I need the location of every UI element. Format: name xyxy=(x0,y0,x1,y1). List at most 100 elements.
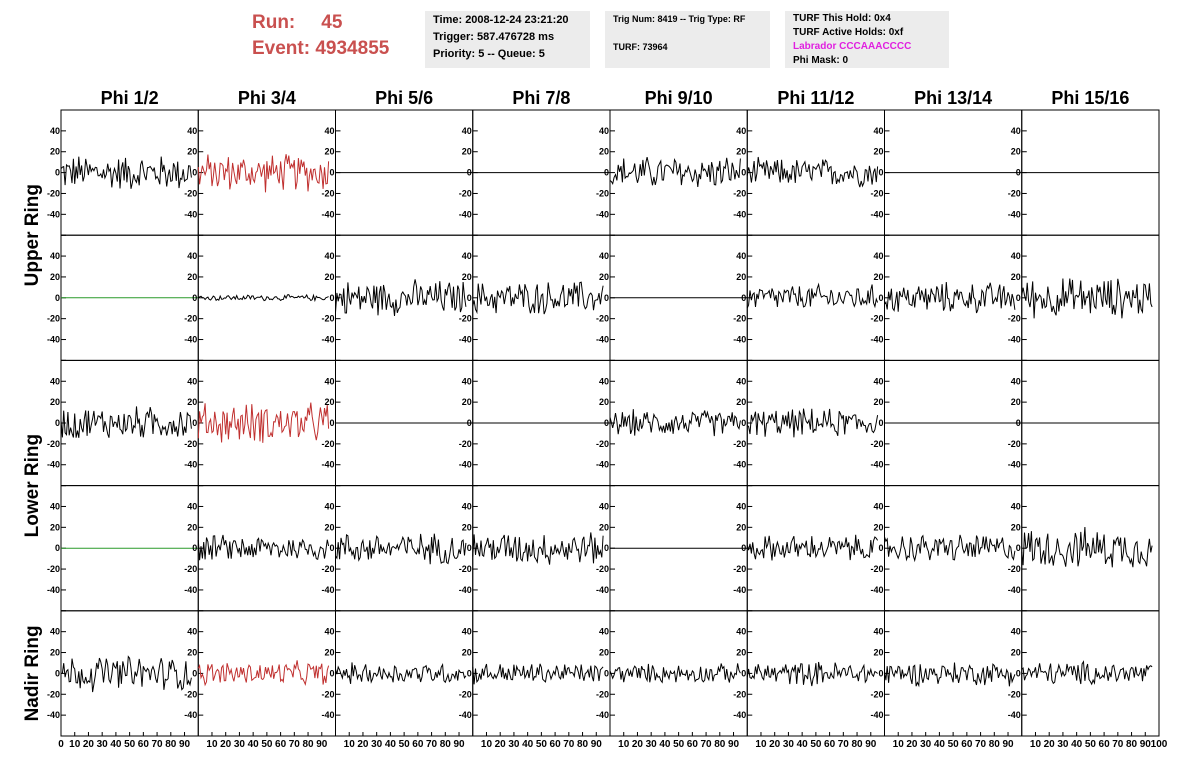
ytick-label: -20 xyxy=(596,314,609,324)
ytick-label: 0 xyxy=(55,668,60,678)
ytick-label: 0 xyxy=(1016,668,1021,678)
ytick-label: -40 xyxy=(733,585,746,595)
ytick-label: -20 xyxy=(596,689,609,699)
xtick-label: 50 xyxy=(124,739,136,750)
panel-frame-r5-c8 xyxy=(1021,610,1160,737)
ring-label-2: Lower Ring xyxy=(22,434,43,537)
ytick-label: 20 xyxy=(736,147,746,157)
xtick-label: 10 xyxy=(344,739,356,750)
ytick-label: 0 xyxy=(467,418,472,428)
phi-label-4: Phi 7/8 xyxy=(512,88,570,108)
ytick-label: 0 xyxy=(329,543,334,553)
panel-frame-r1-c6 xyxy=(746,109,885,236)
waveform-r5-c6 xyxy=(746,661,878,687)
event-row: Event: 4934855 xyxy=(252,36,389,62)
waveform-r5-c4 xyxy=(472,663,604,685)
xtick-label: 40 xyxy=(1071,739,1083,750)
ytick-label: -40 xyxy=(733,710,746,720)
panel-frame-r4-c6 xyxy=(746,485,885,612)
ytick-label: -20 xyxy=(1008,439,1021,449)
panel-frame-r5-c5 xyxy=(609,610,748,737)
ytick-label: -20 xyxy=(47,314,60,324)
panel-frame-r2-c3 xyxy=(335,234,474,361)
ytick-label: 20 xyxy=(873,272,883,282)
ytick-label: -40 xyxy=(459,460,472,470)
ytick-label: 20 xyxy=(1011,648,1021,658)
ytick-label: 40 xyxy=(599,376,609,386)
trig-info-box: Trig Num: 8419 -- Trig Type: RF TURF: 73… xyxy=(605,11,770,68)
ytick-label: 20 xyxy=(1011,522,1021,532)
xtick-label: 80 xyxy=(989,739,1001,750)
ytick-label: -40 xyxy=(47,209,60,219)
ytick-label: 0 xyxy=(329,418,334,428)
phi-label-2: Phi 3/4 xyxy=(238,88,296,108)
panel-frame-r1-c5 xyxy=(609,109,748,236)
xtick-label: 40 xyxy=(385,739,397,750)
ytick-label: -40 xyxy=(47,335,60,345)
ytick-label: 40 xyxy=(599,627,609,637)
ytick-label: 0 xyxy=(467,543,472,553)
xtick-label: 10 xyxy=(1030,739,1042,750)
ytick-label: 0 xyxy=(741,168,746,178)
ytick-label: 20 xyxy=(187,648,197,658)
ytick-label: 0 xyxy=(878,418,883,428)
ytick-label: 20 xyxy=(462,522,472,532)
ytick-label: -20 xyxy=(459,689,472,699)
waveform-r4-c2 xyxy=(197,534,330,561)
ytick-label: 0 xyxy=(192,668,197,678)
xtick-label: 90 xyxy=(865,739,877,750)
ytick-label: -20 xyxy=(47,439,60,449)
ytick-label: -40 xyxy=(596,209,609,219)
panel-frame-r2-c8 xyxy=(1021,234,1160,361)
waveform-r1-c6 xyxy=(746,156,879,188)
ytick-label: -40 xyxy=(596,710,609,720)
xtick-label: 30 xyxy=(371,739,383,750)
ytick-label: 20 xyxy=(599,147,609,157)
xtick-label: 90 xyxy=(179,739,191,750)
panel-frame-r3-c2 xyxy=(197,359,336,487)
xtick-label: 70 xyxy=(563,739,575,750)
xtick-label: 20 xyxy=(83,739,95,750)
ytick-label: 40 xyxy=(873,126,883,136)
ytick-label: 0 xyxy=(741,668,746,678)
xtick-label: 80 xyxy=(851,739,863,750)
ytick-label: -20 xyxy=(47,689,60,699)
ytick-label: -20 xyxy=(321,188,334,198)
ytick-label: 40 xyxy=(736,251,746,261)
ytick-label: -40 xyxy=(184,460,197,470)
waveform-r2-c4 xyxy=(472,281,604,315)
xtick-label: 50 xyxy=(261,739,273,750)
ytick-label: -20 xyxy=(596,564,609,574)
ytick-label: 20 xyxy=(187,522,197,532)
ytick-label: 0 xyxy=(1016,418,1021,428)
xtick-label: 10 xyxy=(755,739,767,750)
xtick-label: 90 xyxy=(316,739,328,750)
xtick-label: 50 xyxy=(536,739,548,750)
xtick-label: 90 xyxy=(591,739,603,750)
waveform-r5-c7 xyxy=(884,662,1016,688)
xtick-label: 10 xyxy=(481,739,493,750)
ytick-label: 0 xyxy=(878,668,883,678)
ytick-label: 40 xyxy=(736,501,746,511)
run-row: Run: 45 xyxy=(252,10,389,36)
xtick-label: 10 xyxy=(893,739,905,750)
panel-frame-r2-c7 xyxy=(884,234,1023,361)
ytick-label: 20 xyxy=(187,147,197,157)
ytick-label: -40 xyxy=(459,335,472,345)
waveform-r3-c2 xyxy=(197,402,330,443)
ytick-label: 40 xyxy=(736,627,746,637)
waveform-r1-c5 xyxy=(609,156,741,187)
ytick-label: 20 xyxy=(50,522,60,532)
ytick-label: -20 xyxy=(47,564,60,574)
ytick-label: 0 xyxy=(1016,293,1021,303)
ytick-label: -20 xyxy=(870,439,883,449)
ytick-label: 0 xyxy=(329,293,334,303)
xtick-label: 20 xyxy=(220,739,232,750)
ytick-label: 0 xyxy=(878,168,883,178)
ytick-label: -40 xyxy=(1008,209,1021,219)
xtick-label: 70 xyxy=(1112,739,1124,750)
xtick-label: 80 xyxy=(165,739,177,750)
ytick-label: -20 xyxy=(733,564,746,574)
waveform-r5-c3 xyxy=(335,662,467,684)
trig-text: Trig Num: 8419 -- Trig Type: RF xyxy=(613,14,746,24)
